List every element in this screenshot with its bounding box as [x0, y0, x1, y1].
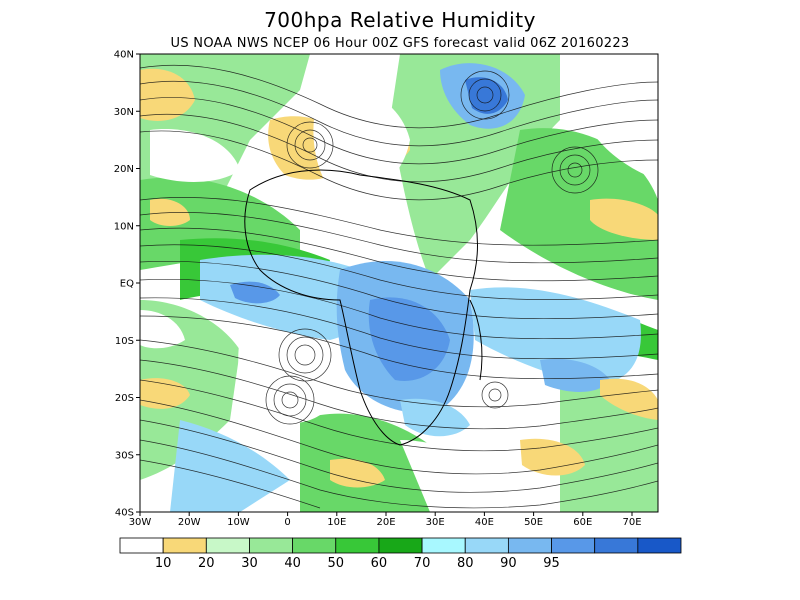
- latitude-axis: 40N 30N 20N 10N EQ 10S 20S 30S 40S: [114, 50, 140, 519]
- lon-label: 40E: [475, 517, 494, 528]
- lon-label: 0: [284, 517, 290, 528]
- colorbar-swatch: [551, 537, 596, 554]
- colorbar-swatch: [249, 537, 294, 554]
- lon-label: 20W: [178, 517, 201, 528]
- map-title: 700hpa Relative Humidity: [264, 8, 536, 32]
- lon-label: 50E: [524, 517, 543, 528]
- colorbar-label: 40: [284, 556, 301, 571]
- lon-label: 20E: [376, 517, 395, 528]
- colorbar-label: 60: [371, 556, 388, 571]
- longitude-axis: 30W 20W 10W 0 10E 20E 30E 40E 50E 60E 70E: [129, 512, 642, 528]
- lon-label: 30E: [426, 517, 445, 528]
- lat-label: EQ: [120, 279, 134, 290]
- colorbar-swatch: [205, 537, 250, 554]
- colorbar-swatch: [637, 537, 682, 554]
- colorbar: 10 20 30 40 50 60 70 80 90 95: [119, 537, 682, 571]
- colorbar-label: 80: [457, 556, 474, 571]
- lat-label: 20N: [114, 164, 134, 175]
- lat-label: 30N: [114, 107, 134, 118]
- lat-label: 30S: [115, 450, 134, 461]
- lat-label: 10S: [115, 336, 134, 347]
- lat-label: 40S: [115, 508, 134, 519]
- colorbar-swatch: [594, 537, 639, 554]
- colorbar-label: 95: [543, 556, 560, 571]
- colorbar-swatch: [119, 537, 164, 554]
- colorbar-label: 30: [241, 556, 258, 571]
- coastline: [244, 169, 478, 446]
- colorbar-swatch: [162, 537, 207, 554]
- colorbar-swatch: [507, 537, 552, 554]
- colorbar-label: 20: [198, 556, 215, 571]
- colorbar-label: 90: [500, 556, 517, 571]
- colorbar-label: 70: [414, 556, 431, 571]
- lat-label: 20S: [115, 393, 134, 404]
- map-subtitle: US NOAA NWS NCEP 06 Hour 00Z GFS forecas…: [170, 36, 630, 51]
- colorbar-swatch: [292, 537, 337, 554]
- lon-label: 60E: [573, 517, 592, 528]
- colorbar-label: 10: [155, 556, 172, 571]
- colorbar-swatch: [378, 537, 423, 554]
- lon-label: 30W: [129, 517, 152, 528]
- colorbar-swatch: [421, 537, 466, 554]
- lon-label: 10E: [327, 517, 346, 528]
- lon-label: 10W: [227, 517, 250, 528]
- colorbar-label: 50: [327, 556, 344, 571]
- lat-label: 40N: [114, 50, 134, 61]
- colorbar-swatch: [464, 537, 509, 554]
- humidity-field: [140, 54, 658, 512]
- lat-label: 10N: [114, 221, 134, 232]
- colorbar-swatch: [335, 537, 380, 554]
- lon-label: 70E: [622, 517, 641, 528]
